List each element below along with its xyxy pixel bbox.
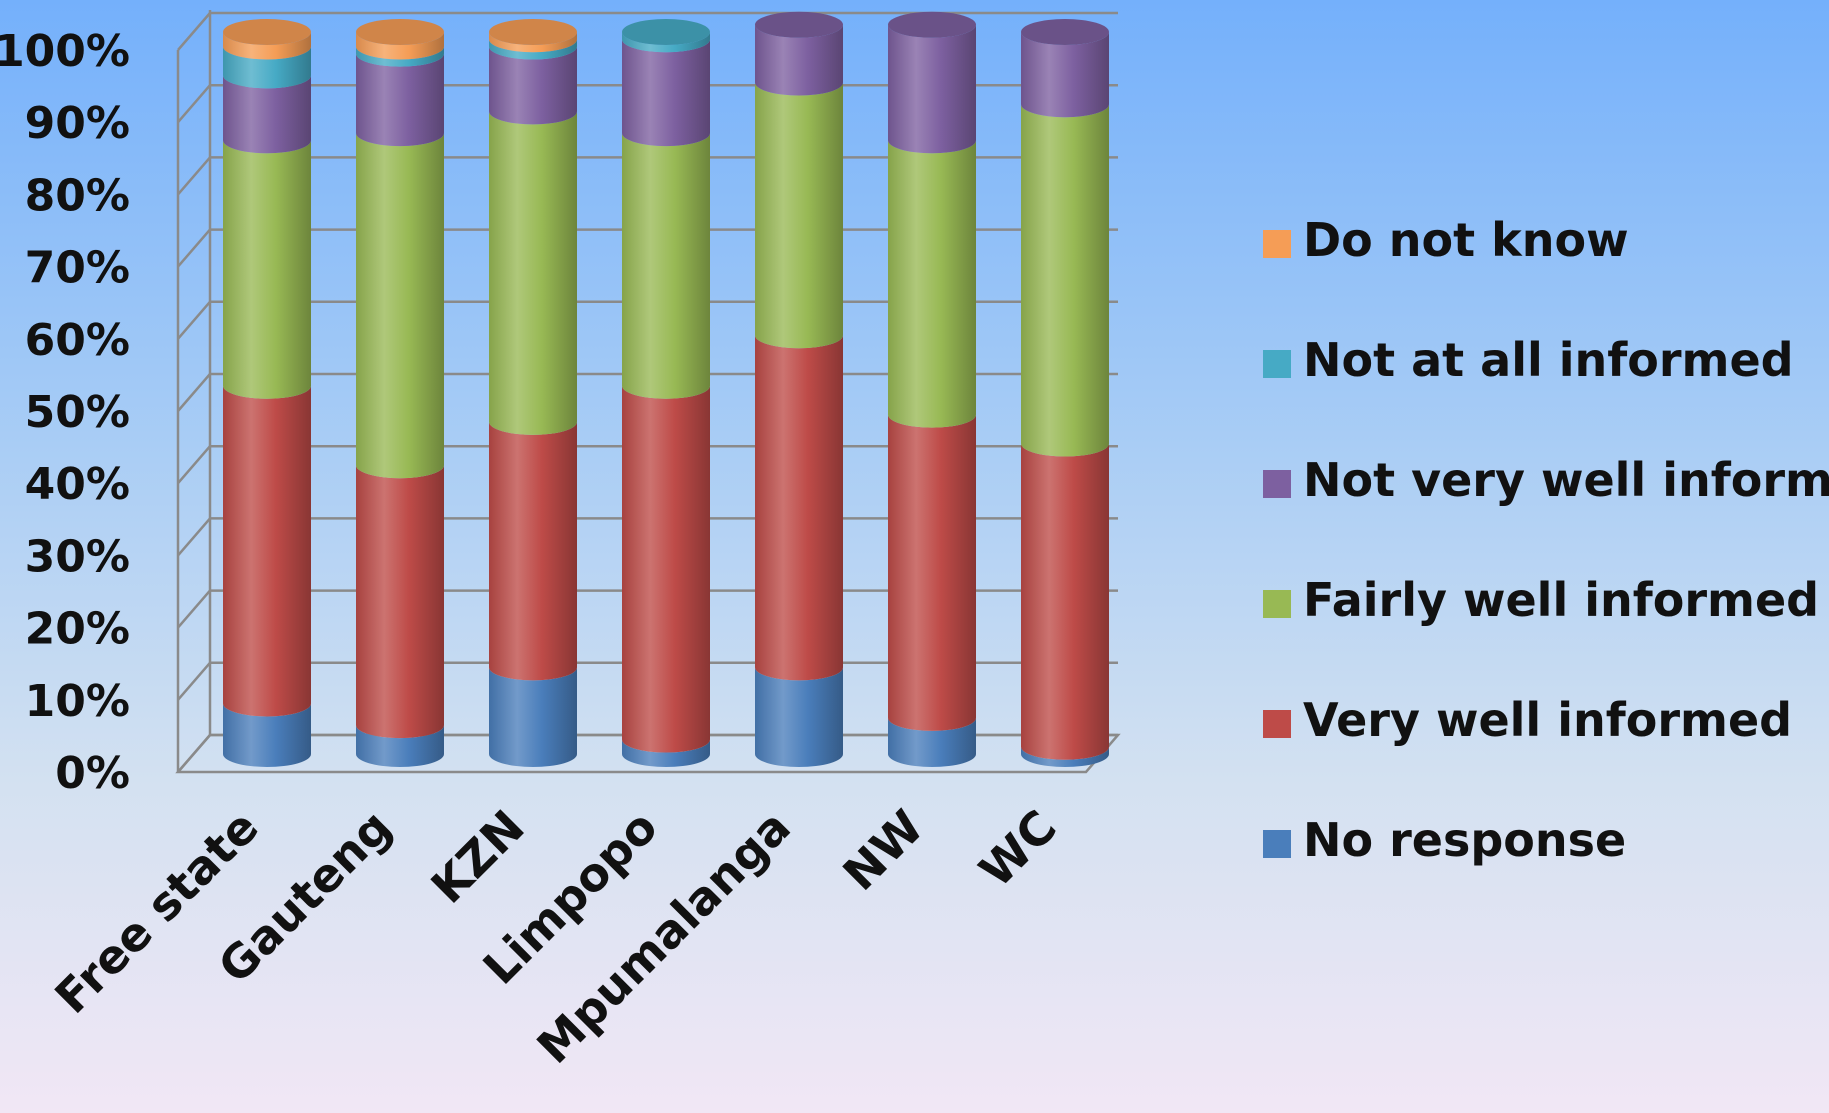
y-tick-label: 70% (25, 243, 130, 294)
y-tick-label: 20% (25, 604, 130, 655)
y-tick-label: 0% (55, 748, 130, 799)
y-tick-label: 80% (25, 170, 130, 221)
bar-segment-fairly-well-informed (888, 140, 976, 428)
legend-swatch (1263, 710, 1291, 738)
bar-segment-very-well-informed (755, 335, 843, 681)
bar-segment-very-well-informed (888, 414, 976, 731)
bar-top-cap (1021, 19, 1109, 45)
bar-segment-do-not-know (489, 32, 577, 53)
bar-segment-not-at-all-informed (356, 46, 444, 67)
bar-segment-do-not-know (356, 32, 444, 60)
bar-segment-fairly-well-informed (223, 140, 311, 399)
bar-segment-no-response (356, 725, 444, 767)
legend-item-not-at-all-informed: Not at all informed (1263, 333, 1794, 387)
x-tick-label: WC (969, 800, 1067, 898)
bar-segment-no-response (223, 703, 311, 767)
bar-segment-very-well-informed (356, 465, 444, 739)
legend-swatch (1263, 590, 1291, 618)
bar-top-cap (755, 11, 843, 38)
bar-segment-very-well-informed (489, 421, 577, 681)
x-tick-label: NW (832, 800, 933, 901)
bar-segment-not-very-well-informed (223, 75, 311, 154)
legend-label: Not very well informed (1303, 453, 1829, 507)
y-tick-label: 10% (25, 676, 130, 727)
legend-item-very-well-informed: Very well informed (1263, 693, 1792, 747)
gridline-side (177, 589, 211, 629)
y-tick-label: 30% (25, 531, 130, 582)
legend-item-not-very-well-informed: Not very well informed (1263, 453, 1829, 507)
gridline-side (177, 445, 211, 485)
gridline-side (177, 661, 211, 701)
bar-segment-no-response (1021, 746, 1109, 767)
bar-segment-very-well-informed (622, 385, 710, 753)
legend-swatch (1263, 230, 1291, 258)
y-tick-label: 100% (0, 26, 130, 77)
bar-segment-very-well-informed (223, 385, 311, 717)
legend-item-fairly-well-informed: Fairly well informed (1263, 573, 1819, 627)
bar-segment-no-response (888, 717, 976, 767)
bar-segment-not-very-well-informed (755, 24, 843, 96)
bar-segment-not-at-all-informed (622, 32, 710, 53)
legend-label: Do not know (1303, 213, 1629, 267)
gridline-side (177, 12, 211, 51)
bar-segment-fairly-well-informed (622, 133, 710, 399)
bar-top-cap (489, 19, 577, 45)
bar-mpumalanga (755, 11, 843, 767)
gridline-side (177, 373, 211, 412)
bar-wc (1021, 19, 1109, 767)
floor (175, 733, 1121, 774)
gridline-side (177, 228, 211, 268)
bar-segment-fairly-well-informed (489, 111, 577, 435)
bar-nw (888, 11, 976, 767)
bar-segment-no-response (622, 739, 710, 767)
bar-top-cap (888, 11, 976, 38)
bars (223, 11, 1109, 767)
bar-limpopo (622, 19, 710, 767)
gridline-side (177, 156, 211, 196)
legend-label: Not at all informed (1303, 333, 1794, 387)
bar-segment-not-very-well-informed (356, 53, 444, 147)
gridline-side (177, 300, 211, 340)
bar-segment-fairly-well-informed (356, 133, 444, 479)
bar-segment-no-response (755, 667, 843, 767)
legend-item-no-response: No response (1263, 813, 1626, 867)
bar-top-cap (223, 19, 311, 45)
legend-label: No response (1303, 813, 1626, 867)
bar-segment-fairly-well-informed (755, 82, 843, 349)
y-tick-label: 50% (25, 387, 130, 438)
bar-segment-no-response (489, 667, 577, 767)
legend-swatch (1263, 470, 1291, 498)
bar-free-state (223, 19, 311, 767)
bar-segment-not-very-well-informed (1021, 32, 1109, 118)
bar-top-cap (356, 19, 444, 45)
bar-segment-fairly-well-informed (1021, 104, 1109, 457)
bar-segment-not-very-well-informed (888, 24, 976, 154)
bar-segment-not-very-well-informed (489, 46, 577, 125)
legend-item-do-not-know: Do not know (1263, 213, 1629, 267)
x-tick-label: KZN (421, 800, 535, 914)
y-tick-label: 90% (25, 98, 130, 149)
bar-segment-not-very-well-informed (622, 39, 710, 147)
legend-swatch (1263, 830, 1291, 858)
y-axis: 0% 10% 20% 30% 40% 50% 60% 70% 80% 90% 100% (0, 26, 130, 799)
legend-label: Fairly well informed (1303, 573, 1819, 627)
bar-top-cap (622, 19, 710, 45)
bar-segment-not-at-all-informed (223, 46, 311, 89)
gridline-side (177, 517, 211, 557)
y-tick-label: 60% (25, 315, 130, 366)
bar-segment-very-well-informed (1021, 443, 1109, 760)
legend: Do not know Not at all informed Not very w… (1263, 213, 1829, 867)
bar-segment-do-not-know (223, 32, 311, 60)
bar-gauteng (356, 19, 444, 767)
bar-kzn (489, 19, 577, 767)
x-tick-label: Free state (44, 800, 268, 1024)
gridline-side (177, 84, 211, 124)
y-tick-label: 40% (25, 459, 130, 510)
legend-swatch (1263, 350, 1291, 378)
legend-label: Very well informed (1303, 693, 1792, 747)
bar-segment-not-at-all-informed (489, 39, 577, 60)
